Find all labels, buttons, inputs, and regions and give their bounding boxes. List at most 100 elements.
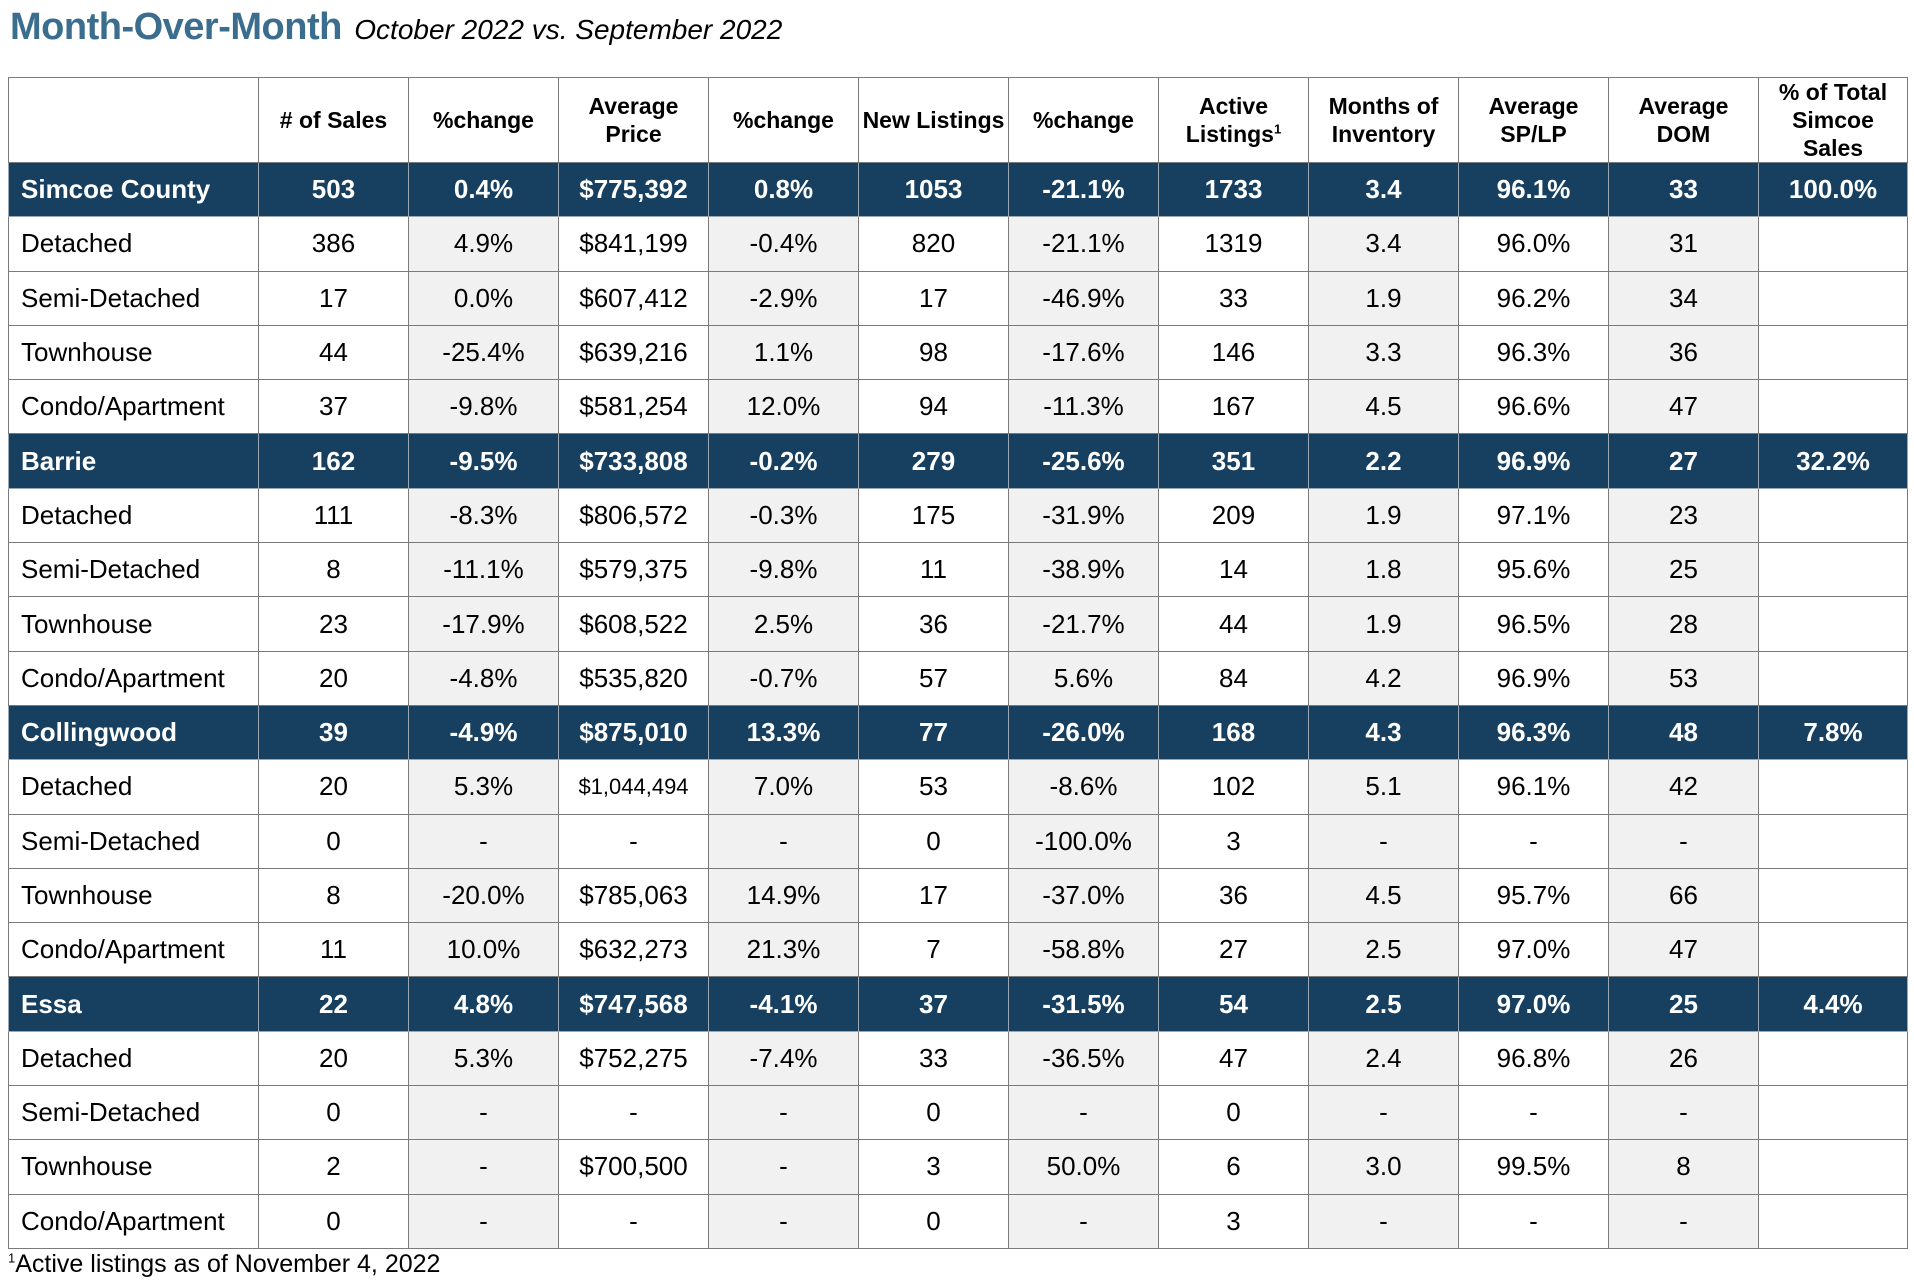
table-cell: 209 [1158, 487, 1309, 544]
table-cell: 96.5% [1458, 596, 1609, 652]
table-cell: 7.0% [708, 759, 859, 815]
table-cell: 96.6% [1458, 379, 1609, 435]
row-label: Detached [8, 487, 259, 544]
table-cell: 77 [858, 704, 1009, 761]
table-cell: $752,275 [558, 1030, 709, 1087]
table-cell: 20 [258, 1030, 409, 1087]
region-row: Collingwood 39 -4.9% $875,010 13.3% 77 -26.0% 1… [8, 704, 1908, 761]
table-cell: 2.5 [1308, 922, 1459, 978]
table-cell: 14.9% [708, 867, 859, 924]
table-cell: 50.0% [1008, 1139, 1159, 1195]
table-cell: 5.6% [1008, 650, 1159, 706]
table-cell: 20 [258, 759, 409, 815]
table-cell: - [1458, 1193, 1609, 1249]
table-cell: 0 [858, 813, 1009, 869]
column-header: New Listings [858, 77, 1009, 163]
table-cell: 96.3% [1458, 324, 1609, 381]
table-cell: -8.3% [408, 487, 559, 544]
table-cell: 8 [258, 542, 409, 598]
table-row: Townhouse 44 -25.4% $639,216 1.1% 98 -17.6% 146… [8, 324, 1908, 381]
table-cell: $775,392 [558, 161, 709, 218]
table-cell: -11.1% [408, 542, 559, 598]
table-cell: 102 [1158, 759, 1309, 815]
table-cell: 351 [1158, 433, 1309, 489]
table-cell: 279 [858, 433, 1009, 489]
table-cell [1758, 542, 1908, 598]
table-cell: 8 [258, 867, 409, 924]
table-cell [1758, 270, 1908, 326]
table-row: Detached 20 5.3% $752,275 -7.4% 33 -36.5% 47 2.4… [8, 1030, 1908, 1087]
row-label: Detached [8, 216, 259, 272]
region-row: Essa 22 4.8% $747,568 -4.1% 37 -31.5% 54 2.5 97.0… [8, 976, 1908, 1032]
table-cell: 11 [258, 922, 409, 978]
table-row: Townhouse 8 -20.0% $785,063 14.9% 17 -37.0% 36 4… [8, 867, 1908, 924]
footnote-marker: 1 [8, 1250, 16, 1266]
table-cell: 0 [858, 1193, 1009, 1249]
table-cell: 33 [1158, 270, 1309, 326]
row-label: Condo/Apartment [8, 379, 259, 435]
table-cell: 7 [858, 922, 1009, 978]
table-cell: 7.8% [1758, 704, 1908, 761]
table-cell: 23 [258, 596, 409, 652]
table-cell: - [408, 813, 559, 869]
table-row: Condo/Apartment 20 -4.8% $535,820 -0.7% 57 5.6… [8, 650, 1908, 706]
table-cell: 47 [1608, 379, 1759, 435]
table-cell: $733,808 [558, 433, 709, 489]
table-row: Semi-Detached 0- - -0-0- - - [8, 1085, 1908, 1141]
table-cell: -21.7% [1008, 596, 1159, 652]
table-cell: -26.0% [1008, 704, 1159, 761]
table-cell: 3 [1158, 1193, 1309, 1249]
table-cell: 0.8% [708, 161, 859, 218]
table-cell: -0.3% [708, 487, 859, 544]
table-cell: 820 [858, 216, 1009, 272]
table-cell: 96.1% [1458, 759, 1609, 815]
table-cell: 4.4% [1758, 976, 1908, 1032]
table-cell: 57 [858, 650, 1009, 706]
table-cell: 66 [1608, 867, 1759, 924]
table-cell: 4.3 [1308, 704, 1459, 761]
table-cell: 2.5% [708, 596, 859, 652]
table-cell [1758, 1085, 1908, 1141]
table-cell: -7.4% [708, 1030, 859, 1087]
table-cell: 20 [258, 650, 409, 706]
table-cell: 23 [1608, 487, 1759, 544]
table-cell: -25.6% [1008, 433, 1159, 489]
table-cell [1758, 1030, 1908, 1087]
table-cell: - [1608, 1193, 1759, 1249]
table-cell: 168 [1158, 704, 1309, 761]
table-cell: - [708, 1139, 859, 1195]
table-cell: 95.6% [1458, 542, 1609, 598]
column-header [8, 77, 259, 163]
table-cell: 27 [1158, 922, 1309, 978]
column-header-active-listings: Active Listings1 [1158, 77, 1309, 163]
table-cell: 37 [858, 976, 1009, 1032]
column-header: % of Total Simcoe Sales [1758, 77, 1908, 163]
table-cell: -31.9% [1008, 487, 1159, 544]
table-row: Semi-Detached 8 -11.1% $579,375 -9.8% 11 -38.9… [8, 542, 1908, 598]
table-cell: 1.8 [1308, 542, 1459, 598]
row-label: Townhouse [8, 324, 259, 381]
table-cell: 53 [858, 759, 1009, 815]
table-cell: 44 [1158, 596, 1309, 652]
column-header: # of Sales [258, 77, 409, 163]
table-row: Condo/Apartment 0- - -0-3- - - [8, 1193, 1908, 1249]
table-cell: 1.9 [1308, 596, 1459, 652]
row-label: Condo/Apartment [8, 650, 259, 706]
row-label: Semi-Detached [8, 542, 259, 598]
table-cell: $747,568 [558, 976, 709, 1032]
table-cell: 17 [858, 270, 1009, 326]
table-cell: -36.5% [1008, 1030, 1159, 1087]
table-cell: 111 [258, 487, 409, 544]
table-cell: 44 [258, 324, 409, 381]
table-cell: -4.8% [408, 650, 559, 706]
table-cell [1758, 922, 1908, 978]
table-body: Simcoe County 503 0.4% $775,392 0.8% 1053 -21.… [8, 161, 1908, 1249]
table-row: Townhouse 23 -17.9% $608,522 2.5% 36 -21.7% 44 1… [8, 596, 1908, 652]
table-cell: 42 [1608, 759, 1759, 815]
table-row: Condo/Apartment 37 -9.8% $581,254 12.0% 94 -11… [8, 379, 1908, 435]
table-cell: 3.4 [1308, 161, 1459, 218]
column-header: Average DOM [1608, 77, 1759, 163]
table-header-row: # of Sales %change Average Price %change… [8, 77, 1908, 163]
table-cell: 1053 [858, 161, 1009, 218]
table-cell: -17.6% [1008, 324, 1159, 381]
